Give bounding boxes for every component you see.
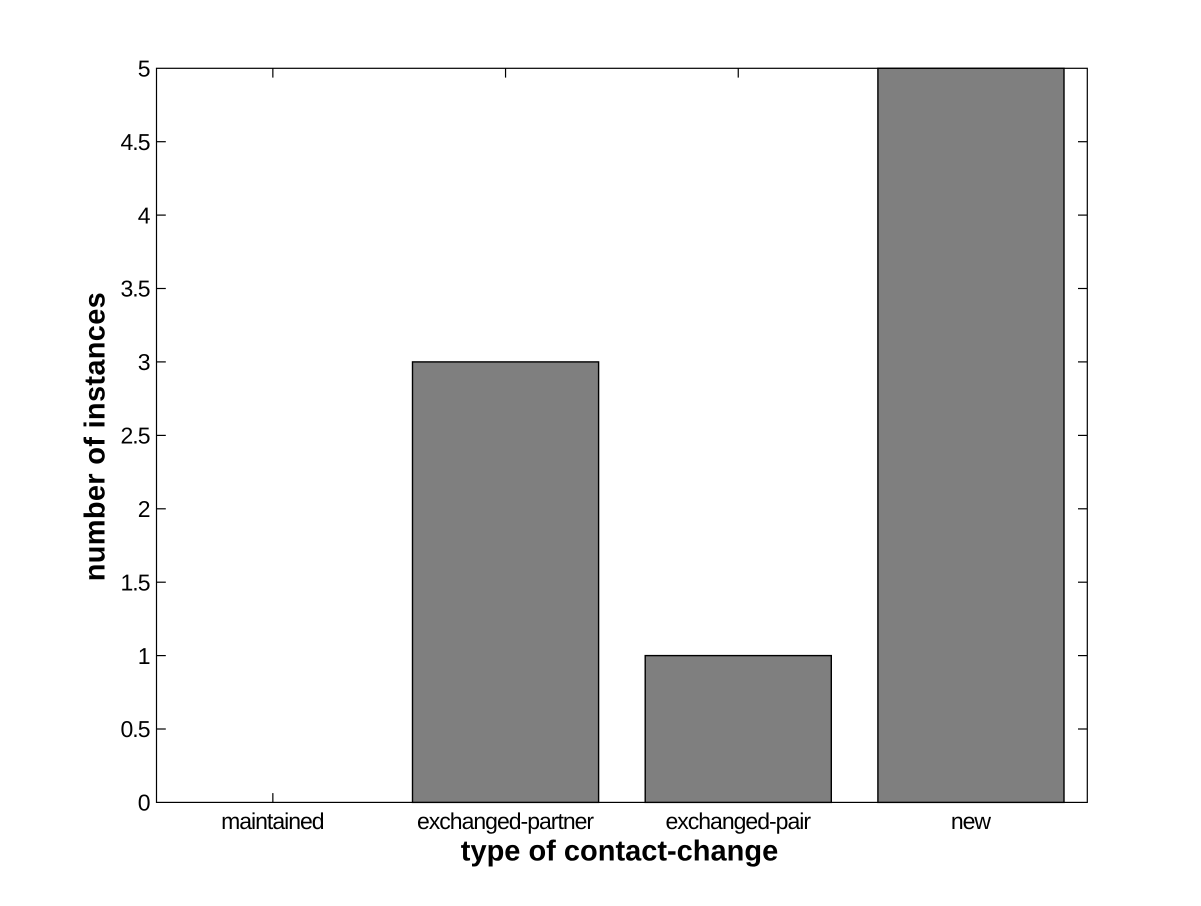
svg-text:0: 0 <box>138 790 150 816</box>
svg-text:4.5: 4.5 <box>121 129 150 155</box>
svg-text:0.5: 0.5 <box>121 716 150 742</box>
svg-text:exchanged-partner: exchanged-partner <box>417 808 594 834</box>
svg-text:exchanged-pair: exchanged-pair <box>665 808 811 834</box>
svg-text:4: 4 <box>138 202 151 228</box>
svg-text:maintained: maintained <box>221 808 324 834</box>
svg-text:3.5: 3.5 <box>121 276 150 302</box>
svg-text:new: new <box>951 808 992 834</box>
svg-text:type of contact-change: type of contact-change <box>461 836 778 868</box>
svg-text:1.5: 1.5 <box>121 569 150 595</box>
svg-text:1: 1 <box>138 643 150 669</box>
svg-text:2.5: 2.5 <box>121 423 150 449</box>
svg-text:2: 2 <box>138 496 150 522</box>
svg-text:5: 5 <box>138 56 150 82</box>
svg-text:number of instances: number of instances <box>80 292 112 581</box>
svg-text:3: 3 <box>138 349 150 375</box>
